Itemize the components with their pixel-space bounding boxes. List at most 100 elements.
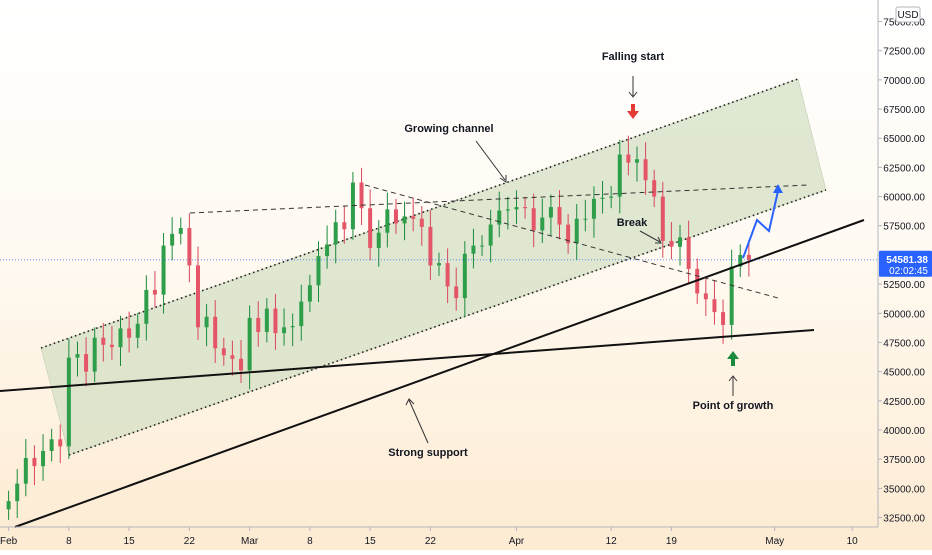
y-tick-label: 67500.00	[883, 105, 925, 116]
candle-body	[531, 208, 536, 231]
candle-body	[84, 354, 89, 372]
candle-body	[402, 216, 407, 224]
candle-body	[247, 317, 252, 371]
candle-body	[6, 501, 11, 510]
candle-body	[678, 237, 683, 247]
candle-body	[686, 237, 691, 269]
candle-body	[204, 316, 209, 328]
y-tick-label: 62500.00	[883, 163, 925, 174]
candle-body	[316, 256, 321, 286]
y-tick-label: 75000.00	[883, 18, 925, 29]
candle-body	[712, 299, 717, 313]
candle-body	[221, 348, 226, 356]
candle-body	[273, 308, 278, 334]
y-tick-label: 72500.00	[883, 47, 925, 58]
candle-body	[213, 316, 218, 349]
candle-body	[376, 232, 381, 248]
candle-body	[738, 254, 743, 267]
strong-support-arrow-head	[405, 398, 415, 406]
candle-body	[307, 285, 312, 302]
candle-body	[92, 337, 97, 372]
candle-body	[75, 354, 80, 358]
candle-body	[445, 263, 450, 287]
candle-body	[170, 233, 175, 246]
falling-start-label: Falling start	[602, 51, 665, 63]
channel-layer	[40, 78, 827, 456]
lines-layer	[0, 184, 878, 528]
growing-channel-area	[40, 78, 827, 456]
candle-body	[411, 216, 416, 219]
currency-label: USD	[897, 10, 918, 21]
candle-body	[264, 308, 269, 332]
candle-body	[548, 207, 553, 218]
growing-channel-arrow-shaft	[475, 140, 506, 181]
candle-body	[488, 224, 493, 246]
channel-upper-line	[40, 78, 799, 349]
resistance-dashed-line	[189, 184, 809, 214]
y-tick-label: 70000.00	[883, 76, 925, 87]
red-down-arrow-head	[627, 111, 639, 119]
strong-support-rising-line	[14, 219, 865, 528]
candle-body	[454, 286, 459, 299]
y-tick-label: 57500.00	[883, 222, 925, 233]
break-arrow-shaft	[639, 230, 661, 243]
candle-body	[15, 483, 20, 502]
green-up-arrow-stem	[731, 358, 735, 366]
candle-body	[419, 218, 424, 227]
candle-body	[58, 439, 63, 447]
candle-body	[514, 207, 519, 210]
y-tick-label: 52500.00	[883, 280, 925, 291]
candle-body	[187, 228, 192, 266]
channel-lower-line	[68, 189, 827, 456]
candle-body	[437, 263, 441, 266]
break-arrow-head	[655, 236, 662, 244]
y-tick-label: 42500.00	[883, 397, 925, 408]
candle-body	[32, 457, 37, 467]
y-tick-label: 32500.00	[883, 514, 925, 525]
candle-body	[617, 154, 622, 197]
x-tick-label: May	[765, 536, 784, 547]
y-tick-label: 50000.00	[883, 309, 925, 320]
candle-body	[643, 159, 648, 181]
x-tick-label: 22	[425, 536, 437, 547]
candle-body	[101, 337, 106, 345]
strong-support-horizontal-line	[0, 329, 815, 392]
y-tick-label: 45000.00	[883, 368, 925, 379]
candle-body	[342, 222, 347, 230]
x-tick-label: 12	[606, 536, 618, 547]
y-tick-label: 40000.00	[883, 426, 925, 437]
candle-body	[626, 154, 631, 163]
y-tick-label: 37500.00	[883, 455, 925, 466]
candle-body	[23, 457, 28, 484]
candle-body	[178, 228, 183, 234]
growing-channel-label: Growing channel	[404, 123, 493, 135]
candle-body	[118, 328, 123, 348]
candle-body	[368, 208, 373, 248]
x-tick-label: Mar	[241, 536, 259, 547]
candle-body	[428, 226, 433, 266]
candle-body	[359, 182, 364, 209]
candle-body	[480, 245, 485, 247]
current-price-tag	[879, 250, 932, 277]
candle-body	[523, 207, 528, 209]
y-tick-label: 60000.00	[883, 193, 925, 204]
candle-body	[195, 265, 200, 328]
candle-body	[299, 301, 304, 327]
candle-body	[729, 266, 734, 325]
candle-body	[600, 197, 605, 199]
candle-body	[239, 358, 244, 371]
candle-body	[41, 450, 46, 467]
candle-body	[256, 317, 261, 332]
candle-body	[721, 312, 726, 325]
x-tick-label: Apr	[509, 536, 525, 547]
candle-body	[135, 323, 140, 338]
candle-body	[161, 245, 166, 295]
candle-body	[109, 344, 114, 348]
candle-body	[290, 326, 295, 328]
falling-start-arrow-head	[628, 91, 638, 98]
x-tick-label: 15	[124, 536, 136, 547]
candle-body	[669, 240, 674, 247]
projection-path	[742, 190, 779, 259]
point-of-growth-label: Point of growth	[693, 400, 774, 412]
